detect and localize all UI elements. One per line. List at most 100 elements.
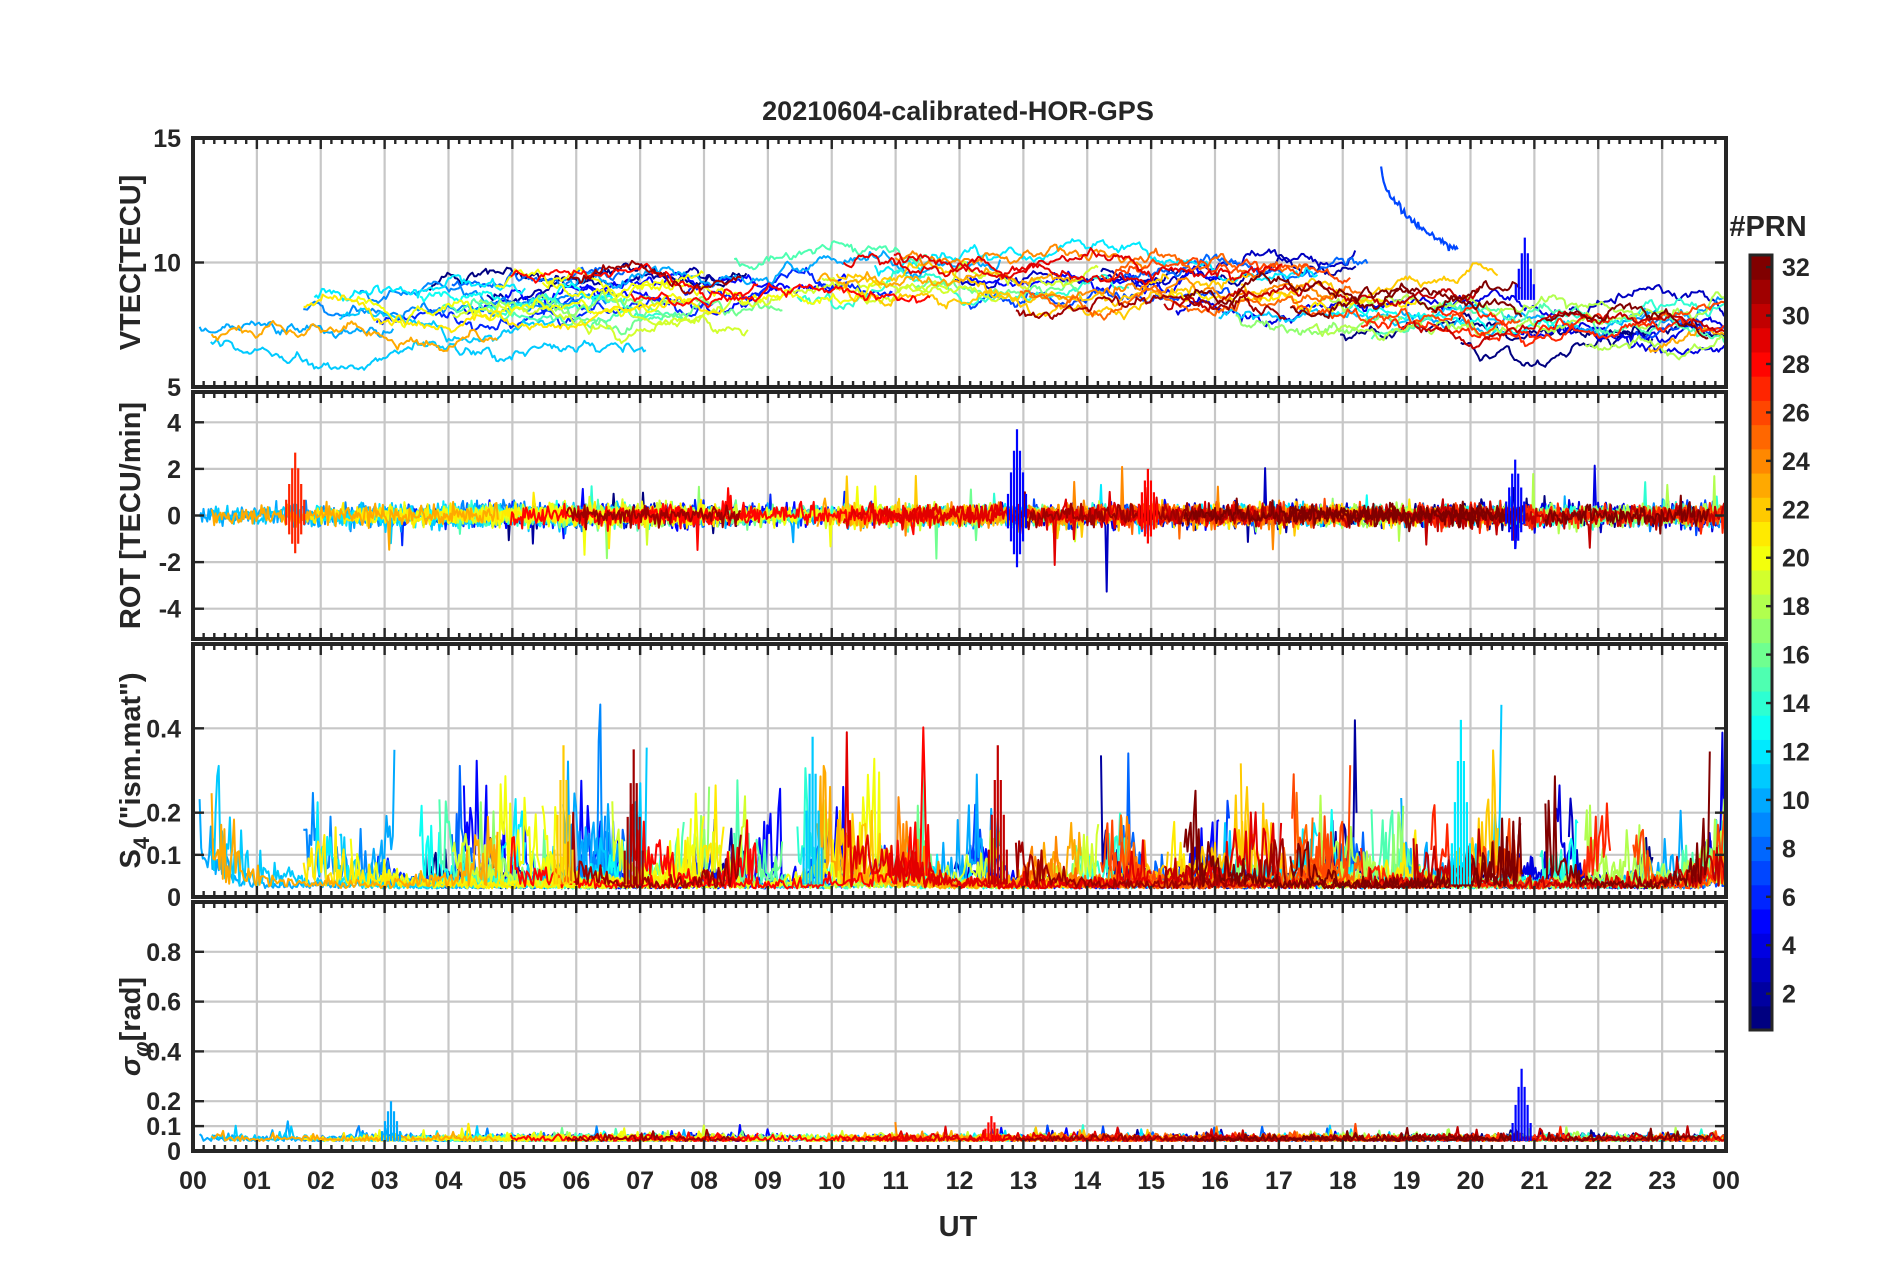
colorbar-segment bbox=[1750, 763, 1772, 789]
colorbar-frame bbox=[1748, 253, 1774, 1032]
colorbar-segment bbox=[1750, 739, 1772, 765]
y-axis-label-rot: ROT [TECU/min] bbox=[115, 402, 147, 629]
y-tick-label: 0.2 bbox=[146, 800, 181, 828]
colorbar-segment bbox=[1750, 812, 1772, 837]
series-line-prn-25 bbox=[1019, 284, 1361, 321]
y-label-subscript: 4 bbox=[129, 836, 154, 849]
x-tick-label: 22 bbox=[1584, 1167, 1612, 1195]
series-line-prn-11 bbox=[1218, 303, 1502, 327]
colorbar-tick-label: 12 bbox=[1782, 738, 1810, 766]
y-tick-label: 0 bbox=[167, 884, 181, 912]
series-line-prn-3 bbox=[1568, 284, 1726, 319]
series-line-prn-20 bbox=[495, 268, 882, 305]
x-tick-label: 00 bbox=[1712, 1167, 1740, 1195]
x-tick-label: 02 bbox=[307, 1167, 335, 1195]
y-tick-label: 2 bbox=[167, 456, 181, 484]
x-tick-label: 16 bbox=[1201, 1167, 1229, 1195]
colorbar-segment bbox=[1750, 981, 1772, 1007]
colorbar-segment bbox=[1750, 884, 1772, 910]
colorbar-segment bbox=[1750, 1005, 1772, 1031]
series-line-prn-27 bbox=[1430, 306, 1611, 348]
x-tick-label: 00 bbox=[179, 1167, 207, 1195]
colorbar-segment bbox=[1750, 400, 1772, 426]
series-line-prn-31 bbox=[566, 259, 742, 295]
colorbar-tick-label: 4 bbox=[1782, 932, 1796, 960]
x-tick-label: 03 bbox=[371, 1167, 399, 1195]
event-mark bbox=[987, 745, 1008, 885]
series-rot bbox=[198, 464, 1726, 593]
series-line-prn-23 bbox=[210, 1129, 498, 1142]
y-tick-label: -4 bbox=[159, 596, 181, 624]
series-line-prn-30 bbox=[1412, 498, 1726, 549]
x-tick-label: 05 bbox=[498, 1167, 526, 1195]
colorbar-segment bbox=[1750, 618, 1772, 644]
event-mark bbox=[1505, 459, 1526, 550]
colorbar-segment bbox=[1750, 255, 1772, 280]
colorbar-tick-label: 22 bbox=[1782, 496, 1810, 524]
colorbar-segment bbox=[1750, 690, 1772, 716]
colorbar-segment bbox=[1750, 351, 1772, 377]
colorbar-segment bbox=[1750, 594, 1772, 619]
series-line-prn-32 bbox=[1545, 1127, 1710, 1142]
grid-sigma bbox=[193, 902, 1726, 1151]
colorbar-tick-label: 26 bbox=[1782, 399, 1810, 427]
series-line-prn-30 bbox=[1412, 310, 1726, 350]
series-line-prn-8 bbox=[1119, 253, 1369, 284]
colorbar-segment bbox=[1750, 642, 1772, 668]
event-mark bbox=[802, 736, 823, 885]
series-line-prn-22 bbox=[838, 273, 1170, 310]
y-tick-label: 0 bbox=[167, 503, 181, 531]
event-mark bbox=[1514, 237, 1535, 300]
x-tick-label: 06 bbox=[562, 1167, 590, 1195]
colorbar-tick-label: 2 bbox=[1782, 981, 1796, 1009]
x-tick-label: 23 bbox=[1648, 1167, 1676, 1195]
colorbar-tick-label: 6 bbox=[1782, 884, 1796, 912]
colorbar-segment bbox=[1750, 715, 1772, 740]
x-tick-label: 20 bbox=[1457, 1167, 1485, 1195]
colorbar-tick-label: 28 bbox=[1782, 351, 1810, 379]
event-mark bbox=[380, 1101, 402, 1141]
series-line-prn-28 bbox=[630, 282, 931, 309]
series-line-prn-21 bbox=[302, 784, 725, 890]
series-line-prn-21 bbox=[303, 293, 724, 334]
colorbar-segment bbox=[1750, 836, 1772, 862]
y-axis-label-vtec: VTEC[TECU] bbox=[115, 175, 147, 351]
series-line-prn-32 bbox=[1289, 501, 1522, 529]
series-line-prn-31 bbox=[565, 504, 742, 531]
series-line-prn-11 bbox=[339, 307, 555, 344]
series-line-prn-16 bbox=[914, 279, 1083, 299]
event-mark bbox=[1006, 429, 1028, 568]
colorbar-segment bbox=[1750, 545, 1772, 571]
x-ticks-s4 bbox=[191, 644, 1728, 897]
series-line-prn-14 bbox=[796, 269, 1130, 310]
series-vtec bbox=[198, 238, 1726, 371]
y-tick-label: 0.8 bbox=[146, 939, 181, 967]
series-line-prn-2 bbox=[486, 266, 737, 304]
event-mark bbox=[1380, 166, 1459, 252]
y-tick-label: 0.4 bbox=[146, 1038, 181, 1066]
series-line-prn-28 bbox=[630, 726, 933, 890]
x-tick-label: 14 bbox=[1073, 1167, 1101, 1195]
y-tick-label: 5 bbox=[167, 374, 181, 402]
series-line-prn-18 bbox=[1584, 334, 1726, 361]
colorbar-segment bbox=[1750, 933, 1772, 958]
series-line-prn-28 bbox=[509, 1132, 759, 1142]
x-tick-label: 08 bbox=[690, 1167, 718, 1195]
y-tick-label: -2 bbox=[159, 549, 181, 577]
event-mark bbox=[1511, 1068, 1532, 1141]
series-line-prn-10 bbox=[563, 250, 1002, 290]
series-line-prn-26 bbox=[1100, 257, 1351, 285]
x-tick-label: 13 bbox=[1009, 1167, 1037, 1195]
series-line-prn-28 bbox=[509, 500, 759, 532]
y-tick-label: 0.4 bbox=[146, 715, 181, 743]
x-tick-label: 12 bbox=[946, 1167, 974, 1195]
series-line-prn-19 bbox=[452, 303, 749, 345]
panel-rot: -4 -2 0 2 4 ROT [TECU/min] bbox=[115, 390, 1728, 641]
colorbar-tick-label: 20 bbox=[1782, 545, 1810, 573]
y-label-rest: [rad] bbox=[115, 977, 147, 1041]
colorbar-tick-label: 14 bbox=[1782, 690, 1810, 718]
